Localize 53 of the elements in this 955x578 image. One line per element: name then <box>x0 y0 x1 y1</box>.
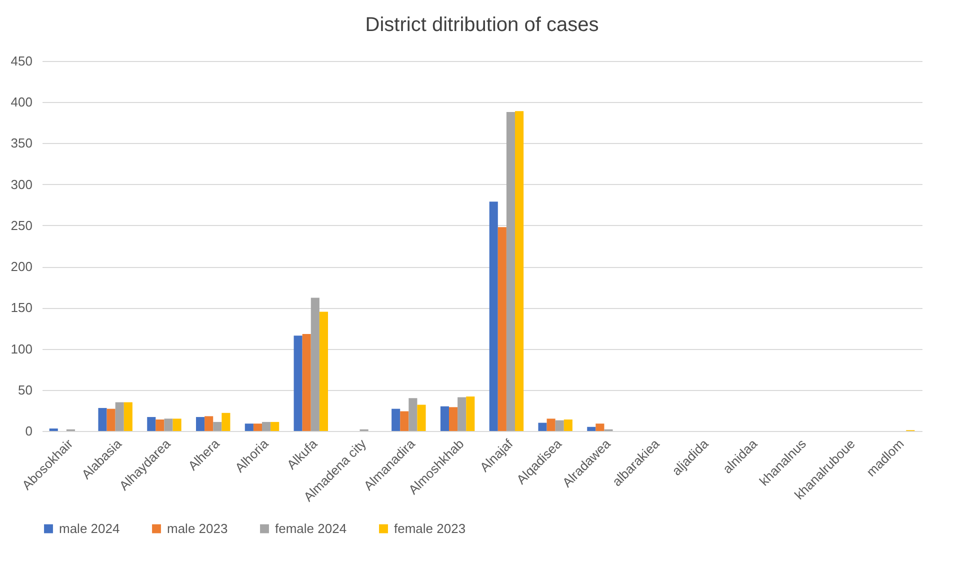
bar <box>392 408 400 431</box>
bar <box>400 411 409 431</box>
bar <box>515 111 524 431</box>
bar <box>498 227 506 431</box>
legend-label: male 2024 <box>59 520 120 536</box>
y-tick-label: 200 <box>10 259 32 274</box>
bar <box>555 420 564 431</box>
bar <box>213 422 222 431</box>
y-tick-label: 250 <box>10 218 32 233</box>
bar <box>417 404 426 431</box>
bar <box>440 406 449 431</box>
bar <box>310 298 320 431</box>
bar <box>587 426 596 431</box>
bar <box>564 419 572 431</box>
legend-label: male 2023 <box>167 520 228 536</box>
bar <box>408 398 418 431</box>
y-tick-label: 50 <box>18 382 32 398</box>
bar <box>244 424 254 431</box>
bar <box>164 418 173 431</box>
bar <box>147 417 156 431</box>
y-tick-label: 100 <box>10 341 32 356</box>
y-tick-label: 300 <box>10 176 32 192</box>
bar <box>270 422 280 431</box>
bar <box>458 397 466 431</box>
bar <box>253 424 262 431</box>
bar <box>124 402 132 431</box>
bar <box>115 402 124 431</box>
legend-label: female 2024 <box>275 520 347 536</box>
legend-label: female 2023 <box>394 520 466 536</box>
bar <box>489 202 498 431</box>
y-tick-label: 450 <box>10 54 32 68</box>
bar <box>156 419 164 431</box>
bar <box>506 112 515 431</box>
y-tick-label: 400 <box>10 94 32 110</box>
y-tick-label: 0 <box>25 424 32 438</box>
bar <box>449 407 458 431</box>
bar <box>466 396 475 431</box>
bar <box>302 334 311 431</box>
bar <box>172 418 182 431</box>
y-tick-label: 350 <box>10 136 32 151</box>
chart-title: District ditribution of cases <box>365 14 599 36</box>
bar <box>204 416 214 431</box>
bar <box>319 312 328 431</box>
bar <box>196 417 205 431</box>
bar <box>294 336 302 431</box>
bar <box>546 418 556 431</box>
bar <box>222 412 230 431</box>
bar <box>262 422 271 431</box>
bar <box>98 408 107 431</box>
y-tick-label: 150 <box>10 300 32 316</box>
bar <box>538 422 547 431</box>
bar <box>596 424 604 431</box>
bar <box>106 408 116 431</box>
